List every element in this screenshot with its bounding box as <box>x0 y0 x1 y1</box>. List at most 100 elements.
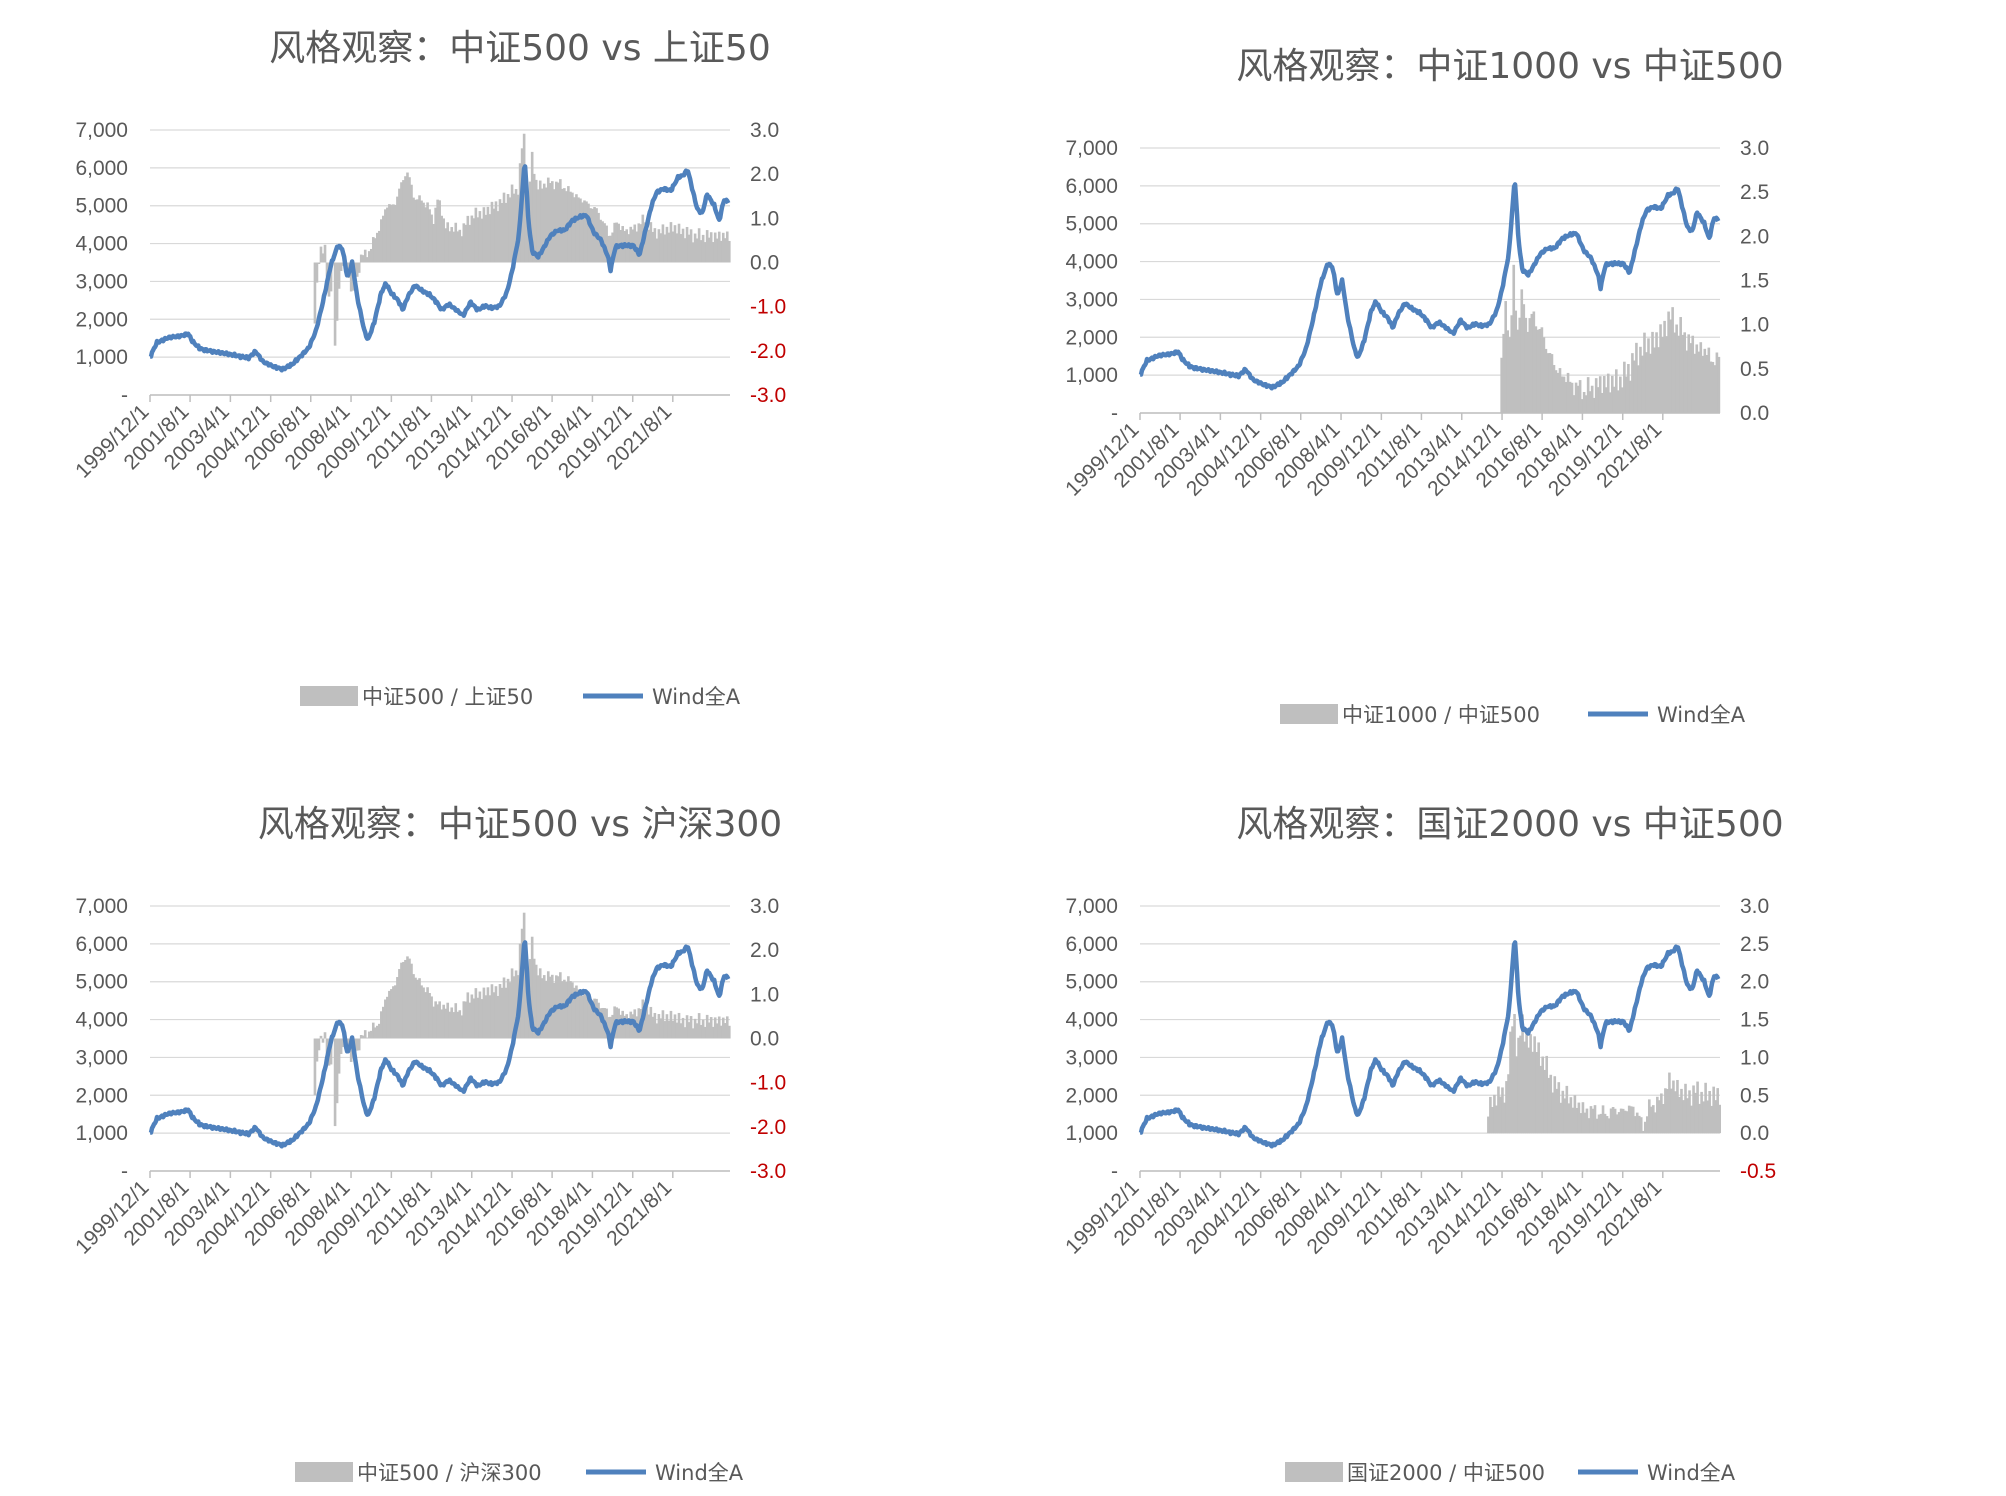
bar <box>1581 1102 1585 1134</box>
bar <box>1674 1091 1677 1134</box>
bar <box>675 233 679 263</box>
bar <box>1694 1092 1697 1134</box>
bar <box>315 262 319 283</box>
bar <box>667 1020 671 1039</box>
bar <box>579 991 582 1039</box>
bar <box>482 207 486 263</box>
bar <box>1521 1014 1524 1134</box>
bar <box>1682 1100 1685 1134</box>
chart-panel-4: 风格观察：国证2000 vs 中证500 1999/12/1 2001/8/1 20… <box>1030 796 1970 1496</box>
y-left-tick-label: 1,000 <box>1065 1122 1118 1145</box>
bar <box>1678 1096 1681 1134</box>
bar <box>1657 347 1660 413</box>
bar <box>715 238 719 263</box>
bar <box>633 224 637 263</box>
y-axis-right: 3.0 2.0 1.0 0.0 -1.0 -2.0 -3.0 <box>750 119 786 407</box>
bar <box>669 1010 673 1039</box>
legend-line-label: Wind全A <box>652 685 741 709</box>
bar <box>1676 1079 1679 1134</box>
bar <box>1639 346 1642 413</box>
bar <box>669 222 673 263</box>
legend: 中证500 / 上证50 Wind全A <box>300 685 741 709</box>
bar <box>406 956 409 1039</box>
y-right-tick-label: 1.0 <box>1740 314 1769 337</box>
y-right-tick-label: 0.5 <box>1740 1084 1769 1107</box>
bar <box>482 987 486 1039</box>
bar <box>1665 336 1668 413</box>
y-left-tick-label: 7,000 <box>75 119 128 142</box>
bar <box>663 1021 667 1039</box>
bar <box>1650 1106 1653 1134</box>
legend: 国证2000 / 中证500 Wind全A <box>1285 1461 1736 1485</box>
bar <box>1544 348 1548 413</box>
bar <box>643 1007 647 1039</box>
bar <box>1598 376 1602 413</box>
bar <box>673 225 677 263</box>
bar <box>1692 1085 1695 1134</box>
bar <box>563 979 566 1039</box>
bar <box>1611 1107 1615 1134</box>
bar <box>1660 1093 1663 1134</box>
chart-line <box>1138 182 1721 391</box>
bar <box>679 234 683 263</box>
bar <box>725 1016 729 1039</box>
chart-svg-2: 风格观察：中证1000 vs 中证500 1999/12/12001/8/120… <box>1061 46 1783 727</box>
legend-line-label: Wind全A <box>1657 703 1746 727</box>
bar <box>496 211 500 263</box>
y-left-tick-label: 2,000 <box>1065 1084 1118 1107</box>
bar <box>1584 395 1588 413</box>
bar <box>426 202 429 263</box>
bar <box>339 1038 343 1054</box>
x-axis: 1999/12/12001/8/12003/4/12004/12/12006/8… <box>1061 1170 1720 1259</box>
bar <box>335 1038 339 1104</box>
chart-title: 风格观察：国证2000 vs 中证500 <box>1236 804 1783 845</box>
bar <box>605 225 608 263</box>
bar <box>394 985 397 1039</box>
bar <box>544 187 548 263</box>
y-right-tick-label: 2.0 <box>750 939 779 962</box>
bar <box>1705 354 1709 413</box>
bar <box>398 188 401 263</box>
bar <box>432 1006 435 1039</box>
bar <box>1514 310 1518 413</box>
bar <box>1613 1108 1617 1134</box>
bar <box>494 201 498 263</box>
y-right-tick-label: 2.0 <box>750 163 779 186</box>
bar <box>500 987 504 1039</box>
bar <box>367 251 371 263</box>
line-series-wind-a <box>148 940 731 1149</box>
bar <box>599 1008 602 1039</box>
bar <box>524 959 528 1039</box>
bar <box>416 199 419 263</box>
bar <box>1716 1088 1719 1134</box>
bar <box>536 975 540 1039</box>
bar <box>319 246 323 263</box>
bar <box>1505 1081 1508 1134</box>
bar <box>653 228 657 263</box>
bar <box>396 196 399 263</box>
bar <box>1712 1086 1715 1134</box>
bar <box>1553 1076 1557 1134</box>
bar <box>357 1038 361 1051</box>
bar <box>1502 333 1505 413</box>
bar <box>446 1002 450 1039</box>
bar <box>1503 1102 1506 1134</box>
bar <box>484 995 488 1039</box>
bar <box>1565 1085 1569 1134</box>
y-right-tick-label: 2.5 <box>1740 933 1769 956</box>
bar <box>492 992 496 1039</box>
chart-svg-4: 风格观察：国证2000 vs 中证500 1999/12/12001/8/120… <box>1061 804 1783 1485</box>
bar <box>532 958 536 1039</box>
bar <box>683 1027 687 1039</box>
y-right-tick-label: 1.0 <box>750 983 779 1006</box>
bar <box>585 201 588 263</box>
y-axis-right: 3.0 2.5 2.0 1.5 1.0 0.5 0.0 -0.5 <box>1740 895 1776 1183</box>
bar <box>1623 1110 1627 1134</box>
bar <box>414 977 417 1039</box>
chart-line <box>148 164 731 373</box>
bar <box>1625 376 1628 413</box>
bar <box>404 176 407 263</box>
bar <box>456 231 460 263</box>
bar <box>1641 1130 1645 1134</box>
bar <box>1535 1052 1538 1134</box>
